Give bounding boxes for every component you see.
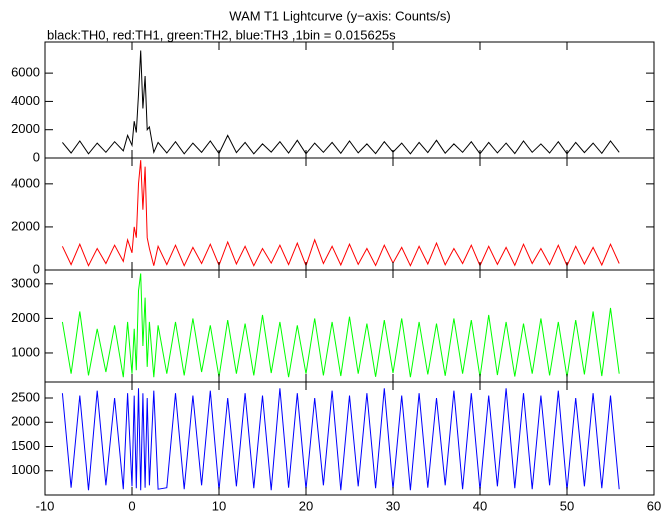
y-tick-label: 4000: [11, 93, 40, 108]
y-tick-label: 3000: [11, 275, 40, 290]
x-tick-label: 0: [128, 498, 135, 513]
lightcurve: [61, 388, 620, 491]
y-tick-label: 4000: [11, 175, 40, 190]
x-tick-label: 10: [212, 498, 226, 513]
y-tick-label: 2000: [11, 414, 40, 429]
chart-subtitle: black:TH0, red:TH1, green:TH2, blue:TH3 …: [47, 27, 396, 42]
y-tick-label: 6000: [11, 65, 40, 80]
lightcurve: [61, 160, 620, 268]
y-tick-label: 2000: [11, 121, 40, 136]
chart-title: WAM T1 Lightcurve (y−axis: Counts/s): [229, 8, 450, 23]
lightcurve: [61, 273, 620, 378]
y-tick-label: 2500: [11, 389, 40, 404]
y-tick-label: 1500: [11, 438, 40, 453]
y-tick-label: 0: [33, 149, 40, 164]
panel-frame: [44, 381, 655, 496]
x-tick-label: 20: [299, 498, 313, 513]
x-tick-label: 30: [386, 498, 400, 513]
y-tick-label: 2000: [11, 310, 40, 325]
y-tick-label: 1000: [11, 462, 40, 477]
y-tick-label: 1000: [11, 344, 40, 359]
lightcurve: [62, 50, 620, 155]
panel-frame: [44, 157, 655, 271]
y-tick-label: 2000: [11, 218, 40, 233]
x-tick-label: -10: [36, 498, 55, 513]
x-tick-label: 50: [560, 498, 574, 513]
y-tick-label: 0: [33, 261, 40, 276]
x-tick-label: 40: [473, 498, 487, 513]
x-tick-label: 60: [647, 498, 661, 513]
